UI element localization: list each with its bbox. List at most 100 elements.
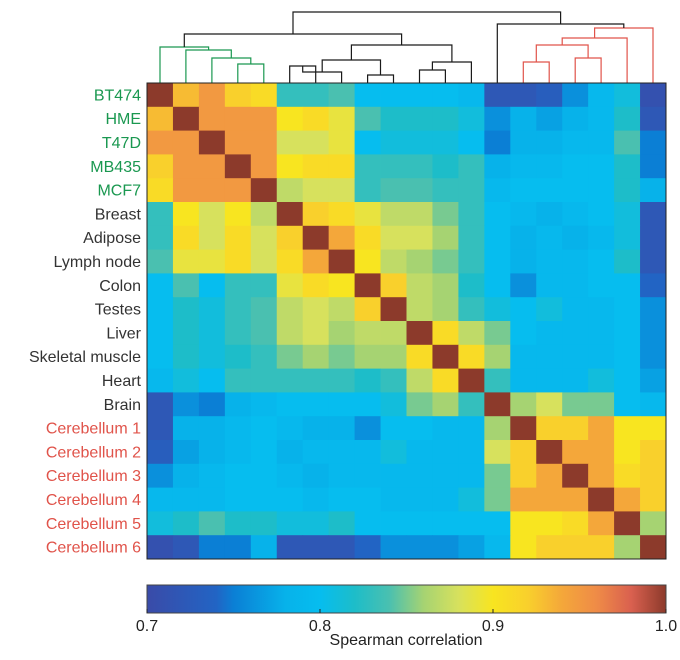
heatmap-cell xyxy=(147,178,174,203)
heatmap-cell xyxy=(172,202,200,227)
heatmap-cell xyxy=(172,154,200,179)
heatmap-cell xyxy=(354,440,381,465)
row-label: MCF7 xyxy=(97,183,141,200)
heatmap-cell xyxy=(380,130,407,155)
heatmap-cell xyxy=(276,273,304,298)
heatmap-cell xyxy=(276,392,304,417)
heatmap-cell xyxy=(562,83,589,108)
heatmap-cell xyxy=(147,368,174,393)
heatmap-cell xyxy=(640,130,667,155)
heatmap-cell xyxy=(432,130,459,155)
heatmap-cell xyxy=(588,106,615,131)
colorbar xyxy=(146,584,667,614)
heatmap-cell xyxy=(302,297,330,322)
heatmap-cell xyxy=(640,440,667,465)
heatmap-cell xyxy=(172,249,200,274)
heatmap-cell xyxy=(172,392,200,417)
heatmap-cell xyxy=(380,368,407,393)
heatmap-cell xyxy=(562,392,589,417)
heatmap-cell xyxy=(614,344,641,369)
heatmap-cell xyxy=(614,487,641,512)
heatmap-cell xyxy=(588,202,615,227)
heatmap-cell xyxy=(458,416,485,441)
heatmap-cell xyxy=(536,440,563,465)
row-label: Cerebellum 3 xyxy=(46,468,141,485)
heatmap-cell xyxy=(510,225,537,250)
heatmap-cell xyxy=(562,463,589,488)
heatmap-cell xyxy=(640,202,667,227)
heatmap-cell xyxy=(198,392,226,417)
heatmap-cell xyxy=(198,321,226,346)
heatmap-cell xyxy=(640,392,667,417)
heatmap-cell xyxy=(224,225,252,250)
heatmap-cell xyxy=(614,249,641,274)
heatmap-cell xyxy=(302,249,330,274)
heatmap-cell xyxy=(198,416,226,441)
heatmap-cell xyxy=(380,344,407,369)
heatmap-cell xyxy=(588,463,615,488)
dendrogram-link xyxy=(185,49,232,83)
heatmap-cell xyxy=(458,321,485,346)
heatmap-cell xyxy=(198,178,226,203)
heatmap-cell xyxy=(614,297,641,322)
dendrogram-link xyxy=(496,23,625,83)
colorbar-tick-label: 0.7 xyxy=(136,618,158,635)
heatmap-cell xyxy=(354,273,381,298)
heatmap-cell xyxy=(640,249,667,274)
heatmap-cell xyxy=(147,273,174,298)
heatmap-cell xyxy=(510,511,537,536)
heatmap-cell xyxy=(614,178,641,203)
heatmap-cell xyxy=(406,178,433,203)
heatmap-cell xyxy=(614,225,641,250)
heatmap-cell xyxy=(458,202,485,227)
heatmap-cell xyxy=(354,463,381,488)
row-label: Cerebellum 5 xyxy=(46,516,141,533)
heatmap-cell xyxy=(406,344,433,369)
heatmap-cell xyxy=(536,130,563,155)
dendrogram-link xyxy=(431,61,472,83)
row-label: Brain xyxy=(104,397,141,414)
heatmap-cell xyxy=(147,83,174,108)
heatmap-cell xyxy=(484,463,511,488)
heatmap-cell xyxy=(406,83,433,108)
heatmap-cell xyxy=(354,249,381,274)
row-label: Heart xyxy=(102,373,142,390)
heatmap-cell xyxy=(276,106,304,131)
heatmap-cell xyxy=(380,83,407,108)
heatmap-cell xyxy=(406,368,433,393)
heatmap-cell xyxy=(432,535,459,560)
heatmap-cell xyxy=(172,273,200,298)
heatmap-cell xyxy=(380,297,407,322)
dendrogram-link xyxy=(418,69,446,83)
heatmap-cell xyxy=(302,344,330,369)
heatmap-cell xyxy=(536,535,563,560)
heatmap-cell xyxy=(510,392,537,417)
heatmap-cell xyxy=(250,392,278,417)
heatmap-cell xyxy=(406,535,433,560)
heatmap-cell xyxy=(432,273,459,298)
row-label: Cerebellum 2 xyxy=(46,444,141,461)
heatmap-cell xyxy=(250,463,278,488)
heatmap-cell xyxy=(172,130,200,155)
heatmap-cell xyxy=(484,321,511,346)
heatmap-cell xyxy=(302,392,330,417)
row-label: HME xyxy=(105,111,141,128)
heatmap-cell xyxy=(380,463,407,488)
heatmap-cell xyxy=(328,130,355,155)
heatmap-cell xyxy=(562,440,589,465)
heatmap-cell xyxy=(406,487,433,512)
heatmap-cell xyxy=(250,321,278,346)
heatmap-cell xyxy=(354,392,381,417)
heatmap-cell xyxy=(198,440,226,465)
heatmap-cell xyxy=(276,487,304,512)
heatmap-cell xyxy=(250,416,278,441)
heatmap-cell xyxy=(302,511,330,536)
dendrogram-link xyxy=(321,59,382,75)
heatmap-cell xyxy=(458,511,485,536)
heatmap-cell xyxy=(354,416,381,441)
row-label: BT474 xyxy=(94,87,141,104)
heatmap-cell xyxy=(328,83,355,108)
heatmap-cell xyxy=(536,321,563,346)
heatmap-cell xyxy=(147,463,174,488)
heatmap-cell xyxy=(406,392,433,417)
